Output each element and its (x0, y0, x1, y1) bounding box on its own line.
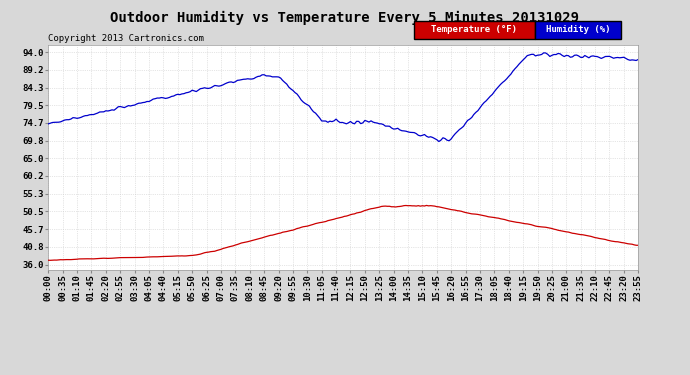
Text: Outdoor Humidity vs Temperature Every 5 Minutes 20131029: Outdoor Humidity vs Temperature Every 5 … (110, 11, 580, 26)
Text: Copyright 2013 Cartronics.com: Copyright 2013 Cartronics.com (48, 34, 204, 43)
Text: Temperature (°F): Temperature (°F) (431, 25, 518, 34)
Text: Humidity (%): Humidity (%) (546, 25, 610, 34)
